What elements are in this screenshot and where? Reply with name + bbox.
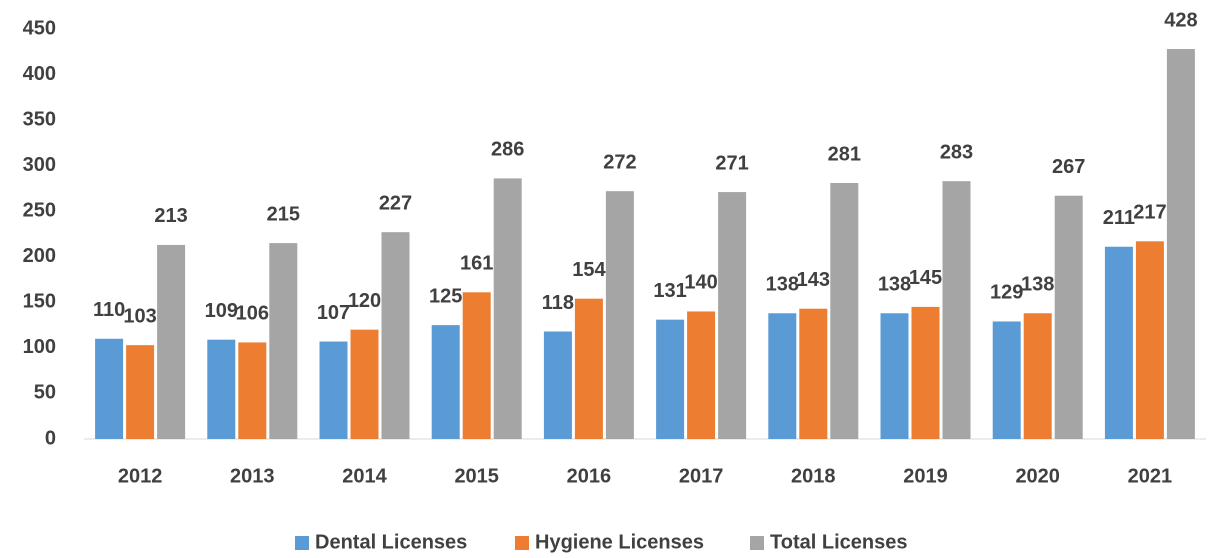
bar: [768, 313, 797, 439]
data-label: 267: [1052, 156, 1085, 178]
x-tick-label: 2014: [342, 465, 387, 487]
legend-label: Dental Licenses: [315, 531, 467, 553]
data-label: 138: [878, 274, 911, 296]
x-tick-label: 2019: [903, 465, 948, 487]
legend-label: Total Licenses: [770, 531, 907, 553]
data-label: 120: [348, 290, 381, 312]
y-tick-label: 150: [23, 291, 56, 313]
bar: [1023, 313, 1052, 439]
bar: [830, 182, 859, 439]
data-label: 215: [267, 203, 300, 225]
y-tick-label: 0: [45, 427, 56, 449]
data-label: 227: [379, 192, 412, 214]
bar: [319, 341, 348, 439]
bar: [687, 311, 716, 439]
data-label: 283: [940, 141, 973, 163]
y-tick-label: 300: [23, 154, 56, 176]
data-label: 129: [990, 282, 1023, 304]
data-label: 161: [460, 253, 493, 275]
data-label: 107: [317, 302, 350, 324]
bar: [656, 319, 685, 439]
data-label: 138: [1021, 274, 1054, 296]
bar: [95, 338, 124, 439]
data-label: 118: [542, 292, 574, 314]
y-tick-label: 50: [34, 382, 56, 404]
y-tick-label: 100: [23, 336, 56, 358]
data-label: 154: [572, 259, 606, 281]
legend-swatch: [295, 536, 309, 550]
data-label: 213: [154, 205, 187, 227]
x-tick-label: 2017: [679, 465, 724, 487]
bar: [1135, 241, 1164, 439]
data-label: 131: [653, 280, 686, 302]
bar: [431, 325, 460, 439]
legend-label: Hygiene Licenses: [535, 531, 704, 553]
y-tick-label: 250: [23, 200, 56, 222]
bar: [269, 243, 298, 439]
data-label: 140: [684, 272, 717, 294]
bar: [126, 345, 155, 439]
data-label: 428: [1164, 9, 1197, 31]
x-tick-label: 2020: [1015, 465, 1060, 487]
bar: [942, 181, 971, 439]
bar: [718, 192, 747, 439]
data-label: 106: [236, 303, 269, 325]
bar: [381, 232, 410, 439]
x-tick-label: 2012: [118, 465, 163, 487]
x-tick-label: 2016: [567, 465, 612, 487]
x-tick-label: 2021: [1128, 465, 1173, 487]
data-label: 211: [1103, 207, 1135, 229]
data-label: 286: [491, 139, 524, 161]
bar: [543, 331, 572, 439]
bar: [605, 191, 634, 439]
bar: [880, 313, 909, 439]
data-label: 272: [603, 151, 636, 173]
y-tick-label: 200: [23, 245, 56, 267]
bar: [207, 339, 236, 439]
bar: [911, 306, 940, 439]
x-tick-label: 2018: [791, 465, 836, 487]
bar: [462, 292, 491, 439]
legend-swatch: [750, 536, 764, 550]
data-label: 138: [766, 274, 799, 296]
data-label: 217: [1133, 202, 1166, 224]
data-label: 125: [429, 285, 462, 307]
bar: [493, 178, 522, 439]
data-label: 110: [93, 299, 125, 321]
x-tick-label: 2015: [454, 465, 499, 487]
data-label: 143: [797, 269, 830, 291]
bar: [799, 308, 828, 439]
bar: [992, 321, 1021, 439]
y-tick-label: 350: [23, 108, 56, 130]
bar: [350, 329, 379, 439]
legend-swatch: [515, 536, 529, 550]
data-label: 281: [828, 143, 861, 165]
y-tick-label: 400: [23, 63, 56, 85]
bar: [574, 298, 603, 439]
data-label: 271: [715, 152, 748, 174]
y-tick-label: 450: [23, 17, 56, 39]
bar: [1166, 49, 1195, 440]
data-label: 145: [909, 267, 942, 289]
bar: [238, 342, 267, 439]
data-label: 109: [205, 300, 238, 322]
bar: [1054, 195, 1083, 439]
bar: [1104, 246, 1133, 439]
data-label: 103: [123, 305, 156, 327]
x-tick-label: 2013: [230, 465, 275, 487]
bar: [157, 244, 186, 439]
